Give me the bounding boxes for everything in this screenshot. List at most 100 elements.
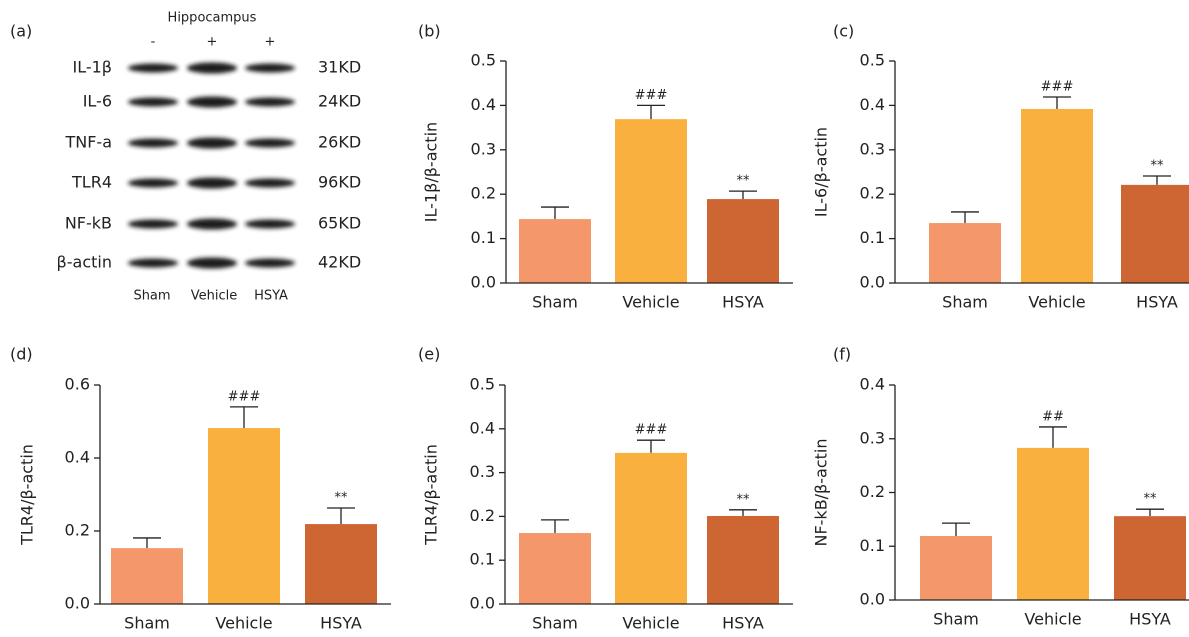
significance: ** xyxy=(335,491,349,506)
bar xyxy=(707,199,779,283)
protein-size: 96KD xyxy=(318,173,361,192)
y-tick-label: 0.1 xyxy=(471,228,496,247)
group-label: HSYA xyxy=(254,289,288,304)
panel-label: (e) xyxy=(418,345,440,364)
treatment-label: + xyxy=(265,35,276,50)
y-tick-label: 0.4 xyxy=(65,448,90,467)
blot-band xyxy=(245,259,295,268)
protein-size: 24KD xyxy=(318,92,361,111)
protein-size: 31KD xyxy=(318,58,361,77)
blot-band xyxy=(187,178,237,189)
treatment-label: - xyxy=(151,35,156,50)
treatment-label: + xyxy=(207,35,218,50)
x-tick-label: HSYA xyxy=(722,614,764,633)
y-tick-label: 0.5 xyxy=(470,375,495,394)
blot-band xyxy=(187,258,237,269)
significance: ### xyxy=(635,423,668,438)
y-tick-label: 0.2 xyxy=(860,482,885,501)
significance: ### xyxy=(635,88,668,103)
blot-band xyxy=(187,63,237,74)
y-axis-label: NF-kB/β-actin xyxy=(812,438,831,546)
y-tick-label: 0.3 xyxy=(860,139,885,158)
x-tick-label: HSYA xyxy=(320,614,362,633)
panel-label: (b) xyxy=(418,22,441,41)
protein-name: IL-6 xyxy=(83,92,112,111)
protein-name: TLR4 xyxy=(71,173,112,192)
blot-title: Hippocampus xyxy=(168,11,257,26)
group-label: Vehicle xyxy=(191,289,238,304)
bar xyxy=(707,516,779,604)
bar xyxy=(519,219,591,283)
y-tick-label: 0.4 xyxy=(860,95,885,114)
significance: ### xyxy=(1041,79,1074,94)
blot-band xyxy=(245,64,295,73)
x-tick-label: HSYA xyxy=(1136,293,1178,312)
panel-label: (a) xyxy=(10,22,32,41)
protein-name: NF-kB xyxy=(65,214,112,233)
bar xyxy=(305,524,377,604)
x-tick-label: HSYA xyxy=(1129,610,1171,629)
x-tick-label: HSYA xyxy=(722,293,764,312)
x-tick-label: Vehicle xyxy=(1024,610,1081,629)
significance: ** xyxy=(1151,158,1165,173)
protein-size: 42KD xyxy=(318,253,361,272)
bar xyxy=(920,536,992,600)
y-axis-label: TLR4/β-actin xyxy=(18,444,37,546)
y-tick-label: 0.4 xyxy=(470,418,495,437)
blot-band xyxy=(187,138,237,149)
protein-name: β-actin xyxy=(57,253,112,272)
blot-band xyxy=(245,98,295,107)
x-tick-label: Vehicle xyxy=(622,614,679,633)
y-tick-label: 0.0 xyxy=(471,273,496,292)
bar xyxy=(1021,109,1093,283)
bar xyxy=(1114,516,1186,600)
blot-band xyxy=(128,220,178,229)
significance: ## xyxy=(1042,409,1064,424)
y-axis-label: IL-1β/β-actin xyxy=(422,122,441,222)
bar xyxy=(615,119,687,283)
x-tick-label: Vehicle xyxy=(215,614,272,633)
bar xyxy=(1017,448,1089,600)
bar xyxy=(519,533,591,604)
panel-label: (c) xyxy=(833,22,854,41)
y-tick-label: 0.1 xyxy=(470,550,495,569)
x-tick-label: Vehicle xyxy=(622,293,679,312)
x-tick-label: Sham xyxy=(532,293,578,312)
y-axis-label: TLR4/β-actin xyxy=(422,444,441,546)
y-tick-label: 0.1 xyxy=(860,228,885,247)
blot-band xyxy=(245,179,295,188)
y-tick-label: 0.4 xyxy=(471,95,496,114)
y-tick-label: 0.3 xyxy=(470,462,495,481)
group-label: Sham xyxy=(133,289,170,304)
y-tick-label: 0.5 xyxy=(860,51,885,70)
y-tick-label: 0.2 xyxy=(470,506,495,525)
significance: ** xyxy=(737,174,751,189)
blot-band xyxy=(128,98,178,107)
bar xyxy=(615,453,687,604)
significance: ### xyxy=(228,389,261,404)
y-tick-label: 0.2 xyxy=(860,184,885,203)
x-tick-label: Sham xyxy=(942,293,988,312)
y-tick-label: 0.0 xyxy=(65,594,90,613)
panel-label: (d) xyxy=(10,345,33,364)
significance: ** xyxy=(1144,492,1158,507)
blot-band xyxy=(245,139,295,148)
x-tick-label: Sham xyxy=(933,610,979,629)
y-tick-label: 0.5 xyxy=(471,51,496,70)
blot-band xyxy=(128,64,178,73)
blot-band xyxy=(128,139,178,148)
y-tick-label: 0.0 xyxy=(860,590,885,609)
blot-band xyxy=(128,179,178,188)
protein-name: IL-1β xyxy=(72,58,112,77)
y-tick-label: 0.1 xyxy=(860,536,885,555)
x-tick-label: Vehicle xyxy=(1028,293,1085,312)
y-tick-label: 0.3 xyxy=(860,428,885,447)
protein-name: TNF-a xyxy=(64,133,112,152)
y-tick-label: 0.2 xyxy=(65,521,90,540)
blot-band xyxy=(245,220,295,229)
y-tick-label: 0.2 xyxy=(471,184,496,203)
protein-size: 26KD xyxy=(318,133,361,152)
y-tick-label: 0.3 xyxy=(471,139,496,158)
y-axis-label: IL-6/β-actin xyxy=(812,127,831,217)
bar xyxy=(1121,185,1189,283)
